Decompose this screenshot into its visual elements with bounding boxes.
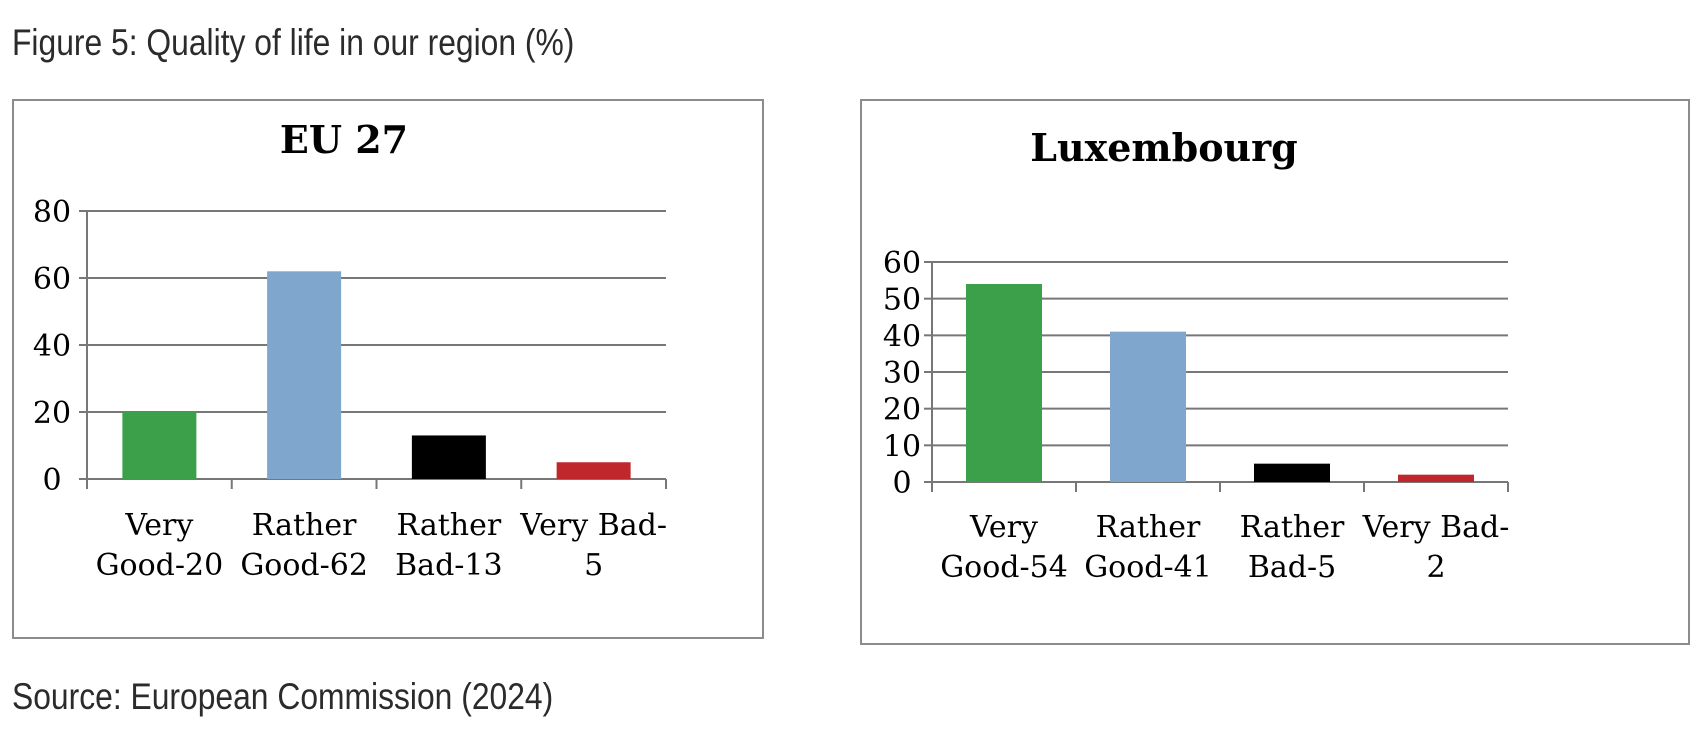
eu27-ytick-label-80: 80 [33, 195, 71, 230]
figure-source: Source: European Commission (2024) [12, 676, 554, 717]
luxembourg-bar-1 [1110, 331, 1186, 482]
luxembourg-category-label-1-line-0: Rather [1096, 510, 1201, 545]
luxembourg-category-label-3: Very Bad- 2 [1362, 510, 1510, 585]
luxembourg-ytick-label-20: 20 [883, 393, 921, 428]
luxembourg-ytick-label-50: 50 [883, 283, 921, 318]
eu27-ytick-label-20: 20 [33, 396, 71, 431]
luxembourg-category-label-1: Rather Good-41 [1084, 510, 1212, 585]
eu27-ytick-label-0: 0 [42, 463, 61, 498]
luxembourg-category-label-0-line-0: Very [969, 510, 1038, 545]
luxembourg-category-label-3-line-0: Very Bad- [1362, 510, 1510, 545]
luxembourg-chart-title: Luxembourg [1030, 125, 1298, 170]
luxembourg-category-label-2-line-0: Rather [1240, 510, 1345, 545]
luxembourg-bar-2 [1254, 463, 1330, 482]
eu27-category-label-1-line-0: Rather [252, 508, 357, 543]
luxembourg-bar-0 [966, 284, 1042, 482]
eu27-category-label-3: Very Bad- 5 [519, 508, 667, 583]
eu27-category-label-1: Rather Good-62 [240, 508, 368, 583]
luxembourg-ytick-label-30: 30 [883, 356, 921, 391]
luxembourg-category-label-2-line-1: Bad-5 [1248, 550, 1336, 585]
chart-luxembourg: Luxembourg 0 10 20 30 40 50 60 Very Good-54 Rather… [860, 99, 1690, 645]
eu27-category-label-0: Very Good-20 [96, 508, 224, 583]
eu27-bar-2 [411, 435, 486, 479]
luxembourg-bar-3 [1398, 474, 1474, 482]
luxembourg-category-label-0-line-1: Good-54 [940, 550, 1068, 585]
eu27-category-label-0-line-1: Good-20 [96, 548, 224, 583]
eu27-category-label-0-line-0: Very [124, 508, 193, 543]
luxembourg-ytick-label-10: 10 [883, 429, 921, 464]
eu27-category-label-1-line-1: Good-62 [240, 548, 368, 583]
luxembourg-category-label-2: Rather Bad-5 [1240, 510, 1345, 585]
luxembourg-ytick-label-40: 40 [883, 319, 921, 354]
eu27-bar-0 [122, 412, 197, 479]
luxembourg-category-label-1-line-1: Good-41 [1084, 550, 1212, 585]
figure-title: Figure 5: Quality of life in our region … [12, 22, 575, 63]
luxembourg-ytick-label-0: 0 [892, 466, 911, 501]
eu27-bar-3 [556, 462, 631, 479]
chart-eu27: EU 27 0 20 40 60 80 Very Good-20 Rather Good-62 Ra… [12, 99, 764, 639]
luxembourg-ytick-label-60: 60 [883, 246, 921, 281]
eu27-category-label-3-line-1: 5 [584, 548, 603, 583]
eu27-ytick-label-40: 40 [33, 329, 71, 364]
eu27-category-label-2-line-0: Rather [397, 508, 502, 543]
eu27-chart-title: EU 27 [280, 117, 408, 162]
eu27-category-label-3-line-0: Very Bad- [519, 508, 667, 543]
luxembourg-category-label-0: Very Good-54 [940, 510, 1068, 585]
eu27-ytick-label-60: 60 [33, 262, 71, 297]
eu27-category-label-2-line-1: Bad-13 [395, 548, 502, 583]
luxembourg-category-label-3-line-1: 2 [1426, 550, 1445, 585]
eu27-category-label-2: Rather Bad-13 [395, 508, 502, 583]
eu27-bar-1 [267, 271, 342, 479]
